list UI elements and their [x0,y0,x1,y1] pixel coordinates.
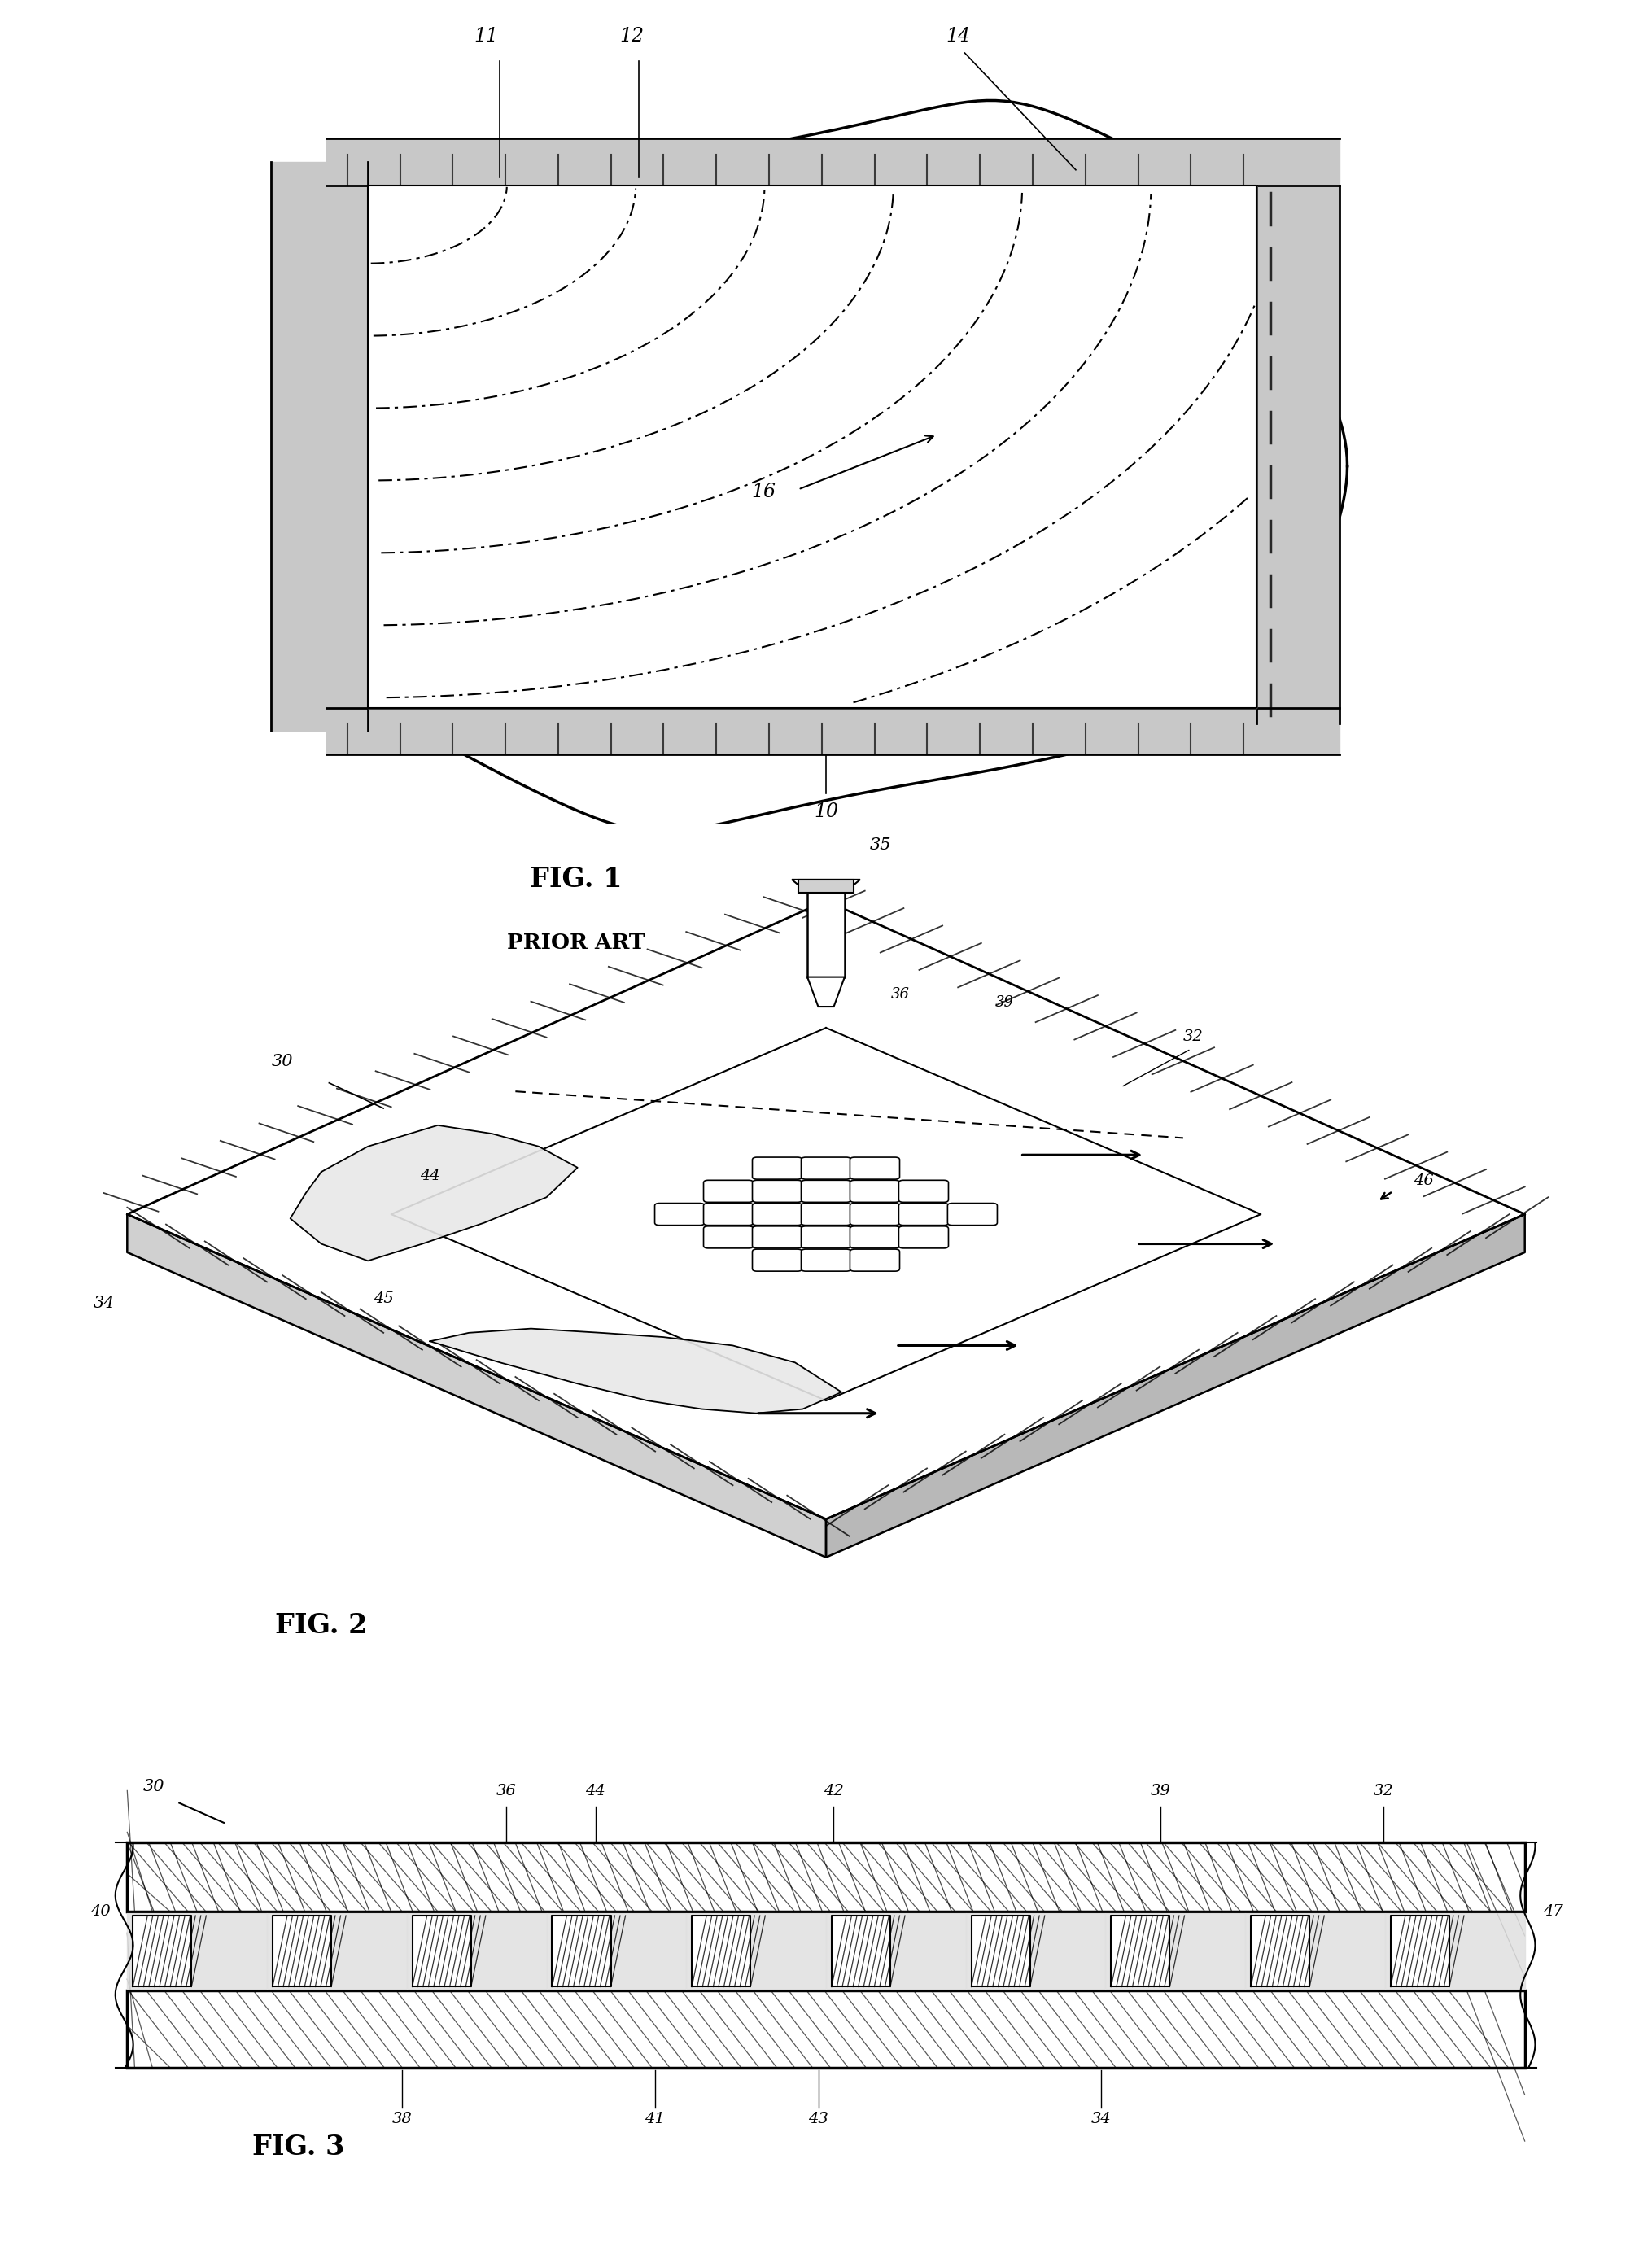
Polygon shape [268,1911,406,1990]
Text: 30: 30 [271,1053,294,1069]
Polygon shape [291,1125,578,1261]
Text: FIG. 3: FIG. 3 [253,2135,344,2160]
Text: FIG. 2: FIG. 2 [276,1613,367,1640]
Polygon shape [127,1215,826,1556]
Text: 39: 39 [1150,1785,1171,1798]
Text: 41: 41 [644,2112,666,2126]
Text: 14: 14 [945,27,970,45]
Polygon shape [1105,1911,1246,1990]
FancyBboxPatch shape [851,1204,900,1224]
Text: 11: 11 [474,27,499,45]
FancyBboxPatch shape [899,1204,948,1224]
Text: 32: 32 [1183,1030,1203,1044]
Text: 38: 38 [392,2112,413,2126]
Bar [127,1990,1525,2067]
Polygon shape [686,1911,826,1990]
Text: 30: 30 [144,1778,165,1794]
Polygon shape [1251,1916,1310,1988]
Text: 34: 34 [1090,2112,1112,2126]
FancyBboxPatch shape [704,1204,753,1224]
FancyBboxPatch shape [851,1249,900,1272]
Polygon shape [966,1911,1105,1990]
FancyBboxPatch shape [851,1179,900,1202]
FancyBboxPatch shape [752,1179,801,1202]
Polygon shape [368,185,1256,707]
Text: 35: 35 [869,838,890,854]
Polygon shape [132,1916,192,1988]
Text: 43: 43 [808,2112,829,2126]
FancyBboxPatch shape [899,1179,948,1202]
Polygon shape [552,1916,611,1988]
Polygon shape [1256,185,1340,723]
Polygon shape [430,1328,841,1414]
Polygon shape [406,1911,547,1990]
Text: 10: 10 [814,802,838,820]
Polygon shape [413,1916,471,1988]
Polygon shape [971,1916,1031,1988]
FancyBboxPatch shape [654,1204,704,1224]
Text: 40: 40 [89,1904,111,1918]
FancyBboxPatch shape [851,1227,900,1249]
FancyBboxPatch shape [801,1227,851,1249]
Polygon shape [273,1916,332,1988]
Polygon shape [327,707,1340,755]
FancyBboxPatch shape [752,1249,801,1272]
Text: 46: 46 [1414,1172,1434,1188]
Polygon shape [306,99,1348,831]
Polygon shape [791,879,861,892]
FancyBboxPatch shape [752,1157,801,1179]
FancyBboxPatch shape [948,1204,998,1224]
Polygon shape [826,1911,966,1990]
FancyBboxPatch shape [801,1179,851,1202]
FancyBboxPatch shape [704,1179,753,1202]
Polygon shape [1246,1911,1384,1990]
Polygon shape [826,1215,1525,1556]
FancyBboxPatch shape [801,1157,851,1179]
Polygon shape [1384,1911,1525,1990]
Text: 44: 44 [420,1168,439,1184]
Polygon shape [127,1911,268,1990]
Polygon shape [798,879,854,892]
Polygon shape [808,976,844,1008]
Text: 39: 39 [995,996,1014,1010]
FancyBboxPatch shape [704,1227,753,1249]
FancyBboxPatch shape [801,1204,851,1224]
Text: 47: 47 [1543,1904,1563,1918]
Polygon shape [327,138,1340,185]
Text: 36: 36 [890,987,910,1001]
FancyBboxPatch shape [851,1157,900,1179]
Polygon shape [547,1911,686,1990]
Text: 36: 36 [496,1785,517,1798]
Polygon shape [692,1916,750,1988]
Polygon shape [808,883,844,976]
Polygon shape [1391,1916,1449,1988]
Polygon shape [831,1916,890,1988]
Text: 32: 32 [1373,1785,1394,1798]
Text: PRIOR ART: PRIOR ART [507,933,646,953]
Text: FIG. 1: FIG. 1 [530,865,623,892]
Text: 34: 34 [93,1294,114,1310]
Text: 12: 12 [620,27,644,45]
Polygon shape [127,901,1525,1520]
Text: 44: 44 [585,1785,606,1798]
FancyBboxPatch shape [752,1227,801,1249]
Bar [127,1843,1525,1911]
FancyBboxPatch shape [801,1249,851,1272]
Text: 16: 16 [752,483,776,501]
Polygon shape [271,163,368,732]
Polygon shape [392,1028,1260,1401]
Text: 45: 45 [373,1292,393,1306]
FancyBboxPatch shape [752,1204,801,1224]
FancyBboxPatch shape [899,1227,948,1249]
Polygon shape [1112,1916,1170,1988]
Text: 42: 42 [823,1785,844,1798]
